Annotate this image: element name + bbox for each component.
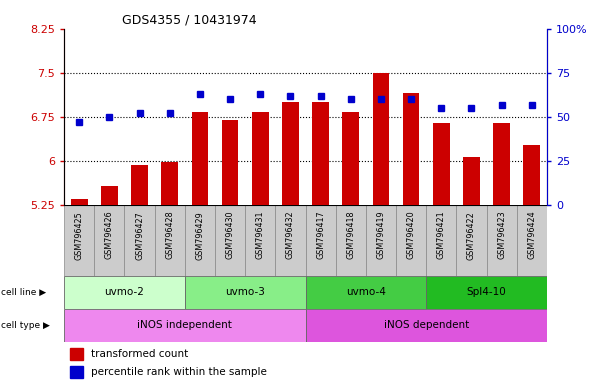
Text: GSM796424: GSM796424 [527, 211, 536, 260]
Text: uvmo-2: uvmo-2 [104, 287, 144, 297]
Text: GSM796428: GSM796428 [165, 211, 174, 260]
Bar [222, 120, 238, 205]
Bar [403, 93, 419, 205]
Text: GSM796421: GSM796421 [437, 211, 446, 260]
Bar [426, 276, 547, 309]
Text: GSM796429: GSM796429 [196, 211, 205, 260]
Bar [463, 157, 480, 205]
Bar [342, 112, 359, 205]
Bar [486, 205, 517, 276]
Text: GSM796425: GSM796425 [75, 211, 84, 260]
Bar [282, 102, 299, 205]
Bar [493, 124, 510, 205]
Bar [245, 205, 276, 276]
Bar [185, 276, 306, 309]
Text: GSM796418: GSM796418 [346, 211, 355, 259]
Bar [312, 102, 329, 205]
Bar [335, 205, 366, 276]
Bar [185, 205, 215, 276]
Bar [125, 205, 155, 276]
Bar [426, 205, 456, 276]
Text: GSM796420: GSM796420 [406, 211, 415, 260]
Bar [524, 145, 540, 205]
Text: iNOS dependent: iNOS dependent [384, 320, 469, 330]
Bar [70, 366, 84, 378]
Bar [517, 205, 547, 276]
Text: iNOS independent: iNOS independent [137, 320, 232, 330]
Bar [373, 73, 389, 205]
Bar [155, 205, 185, 276]
Text: GSM796426: GSM796426 [105, 211, 114, 260]
Text: cell type ▶: cell type ▶ [1, 321, 50, 330]
Bar [396, 205, 426, 276]
Text: GSM796432: GSM796432 [286, 211, 295, 260]
Text: GSM796430: GSM796430 [225, 211, 235, 259]
Bar [252, 112, 269, 205]
Bar [64, 309, 306, 342]
Bar [131, 165, 148, 205]
Bar [70, 348, 84, 360]
Text: percentile rank within the sample: percentile rank within the sample [90, 367, 266, 377]
Bar [192, 112, 208, 205]
Text: GSM796417: GSM796417 [316, 211, 325, 260]
Bar [64, 276, 185, 309]
Text: cell line ▶: cell line ▶ [1, 288, 46, 297]
Bar [94, 205, 125, 276]
Text: GSM796422: GSM796422 [467, 211, 476, 260]
Bar [306, 205, 335, 276]
Text: GSM796431: GSM796431 [256, 211, 265, 259]
Bar [306, 276, 426, 309]
Text: uvmo-4: uvmo-4 [346, 287, 386, 297]
Text: GSM796419: GSM796419 [376, 211, 386, 260]
Text: uvmo-3: uvmo-3 [225, 287, 265, 297]
Bar [433, 124, 450, 205]
Bar [456, 205, 486, 276]
Text: GSM796423: GSM796423 [497, 211, 506, 260]
Bar [366, 205, 396, 276]
Bar [101, 186, 118, 205]
Text: Spl4-10: Spl4-10 [467, 287, 507, 297]
Bar [276, 205, 306, 276]
Bar [161, 162, 178, 205]
Bar [64, 205, 94, 276]
Bar [306, 309, 547, 342]
Bar [71, 199, 87, 205]
Text: transformed count: transformed count [90, 349, 188, 359]
Text: GDS4355 / 10431974: GDS4355 / 10431974 [122, 13, 257, 26]
Bar [215, 205, 245, 276]
Text: GSM796427: GSM796427 [135, 211, 144, 260]
